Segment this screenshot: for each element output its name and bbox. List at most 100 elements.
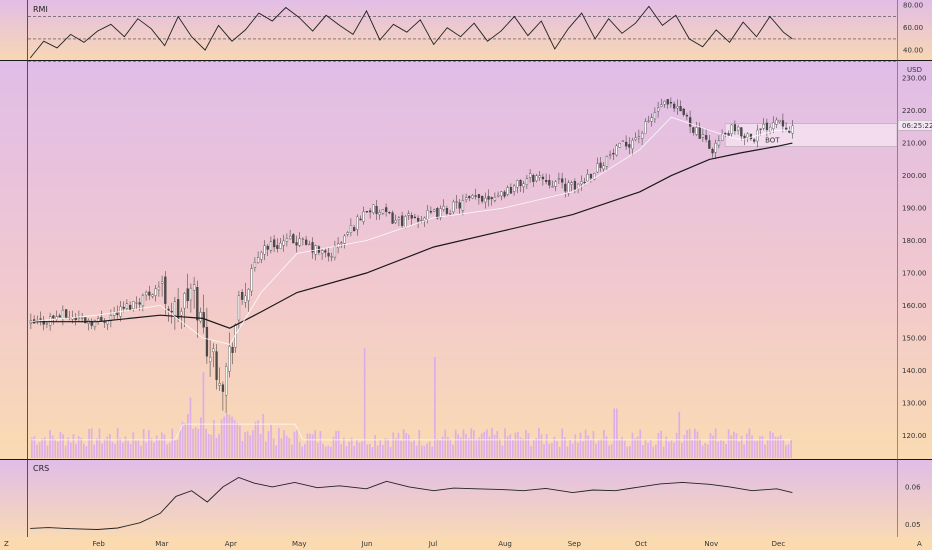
candle-body[interactable] <box>481 195 484 202</box>
candle-body[interactable] <box>122 306 125 309</box>
candle-body[interactable] <box>580 181 583 185</box>
candle-body[interactable] <box>653 112 657 120</box>
candle-body[interactable] <box>484 197 487 203</box>
candle-body[interactable] <box>186 288 189 302</box>
candle-body[interactable] <box>154 288 157 296</box>
candle-body[interactable] <box>205 326 209 357</box>
candle-body[interactable] <box>301 238 305 240</box>
candle-body[interactable] <box>458 202 461 209</box>
candle-body[interactable] <box>730 124 733 134</box>
candle-body[interactable] <box>548 180 551 186</box>
candle-body[interactable] <box>781 120 785 127</box>
candle-body[interactable] <box>225 366 228 396</box>
candle-body[interactable] <box>279 242 282 249</box>
candle-body[interactable] <box>84 317 87 324</box>
candle-body[interactable] <box>618 143 621 148</box>
candle-body[interactable] <box>753 139 756 142</box>
candle-body[interactable] <box>522 183 525 187</box>
candle-body[interactable] <box>503 191 506 197</box>
candle-body[interactable] <box>321 250 324 254</box>
candle-body[interactable] <box>442 206 445 210</box>
candle-body[interactable] <box>650 117 653 122</box>
candle-body[interactable] <box>737 126 740 131</box>
candle-body[interactable] <box>724 133 727 135</box>
candle-body[interactable] <box>567 182 570 194</box>
candle-body[interactable] <box>359 218 362 221</box>
price-pane[interactable]: BOT <box>29 97 898 458</box>
candle-body[interactable] <box>695 127 698 135</box>
candle-body[interactable] <box>141 295 145 307</box>
candle-body[interactable] <box>765 122 769 131</box>
candle-body[interactable] <box>589 174 593 179</box>
candle-body[interactable] <box>749 133 753 140</box>
candle-body[interactable] <box>593 173 596 180</box>
moving-average-fast[interactable] <box>30 116 793 345</box>
candle-body[interactable] <box>529 173 532 178</box>
candle-body[interactable] <box>292 234 295 244</box>
candle-body[interactable] <box>362 211 365 222</box>
candle-body[interactable] <box>433 209 436 212</box>
candle-body[interactable] <box>679 106 682 112</box>
candle-body[interactable] <box>701 134 705 138</box>
candle-body[interactable] <box>189 287 193 301</box>
candle-body[interactable] <box>52 315 55 319</box>
candle-body[interactable] <box>49 316 52 326</box>
candle-body[interactable] <box>375 206 378 214</box>
candle-body[interactable] <box>381 209 385 214</box>
rmi-line[interactable] <box>29 5 793 59</box>
candle-body[interactable] <box>199 312 202 322</box>
candle-body[interactable] <box>423 217 426 221</box>
candle-body[interactable] <box>401 215 404 226</box>
candle-body[interactable] <box>410 215 413 219</box>
candle-body[interactable] <box>407 213 410 216</box>
candle-body[interactable] <box>743 135 746 139</box>
candle-body[interactable] <box>177 299 180 319</box>
candle-body[interactable] <box>493 196 497 201</box>
candle-body[interactable] <box>689 117 692 127</box>
candle-body[interactable] <box>602 165 605 170</box>
candle-body[interactable] <box>676 106 679 109</box>
candle-body[interactable] <box>497 194 500 197</box>
candle-body[interactable] <box>183 293 186 309</box>
candle-body[interactable] <box>641 132 644 139</box>
candle-body[interactable] <box>621 140 625 142</box>
candle-body[interactable] <box>545 180 548 182</box>
candle-body[interactable] <box>657 107 660 112</box>
candle-body[interactable] <box>58 315 61 318</box>
candle-body[interactable] <box>209 356 212 363</box>
candle-body[interactable] <box>605 156 609 167</box>
candle-body[interactable] <box>791 125 794 134</box>
candle-body[interactable] <box>637 136 641 139</box>
candle-body[interactable] <box>295 242 298 246</box>
candle-body[interactable] <box>221 384 225 392</box>
candle-body[interactable] <box>365 211 369 213</box>
candle-body[interactable] <box>471 195 474 199</box>
candle-body[interactable] <box>759 128 762 130</box>
candle-body[interactable] <box>305 239 308 245</box>
candle-body[interactable] <box>413 216 417 218</box>
candle-body[interactable] <box>573 181 577 190</box>
candle-body[interactable] <box>461 200 465 211</box>
candle-body[interactable] <box>506 187 509 195</box>
candle-body[interactable] <box>125 303 129 309</box>
candle-body[interactable] <box>436 208 439 219</box>
candle-body[interactable] <box>420 219 423 222</box>
candle-body[interactable] <box>164 276 167 304</box>
candle-body[interactable] <box>554 181 557 187</box>
candle-body[interactable] <box>340 242 343 244</box>
candle-body[interactable] <box>138 302 141 305</box>
candle-body[interactable] <box>135 302 138 304</box>
candle-body[interactable] <box>452 201 455 213</box>
candle-body[interactable] <box>599 162 602 168</box>
candle-body[interactable] <box>273 239 276 248</box>
candle-body[interactable] <box>490 197 493 200</box>
candle-body[interactable] <box>705 135 708 140</box>
candle-body[interactable] <box>77 317 81 319</box>
candle-body[interactable] <box>276 245 279 249</box>
candle-body[interactable] <box>487 196 490 200</box>
candle-body[interactable] <box>551 186 554 188</box>
candle-body[interactable] <box>535 175 538 182</box>
candle-body[interactable] <box>628 144 631 148</box>
candle-body[interactable] <box>215 351 218 380</box>
candle-body[interactable] <box>449 213 452 215</box>
